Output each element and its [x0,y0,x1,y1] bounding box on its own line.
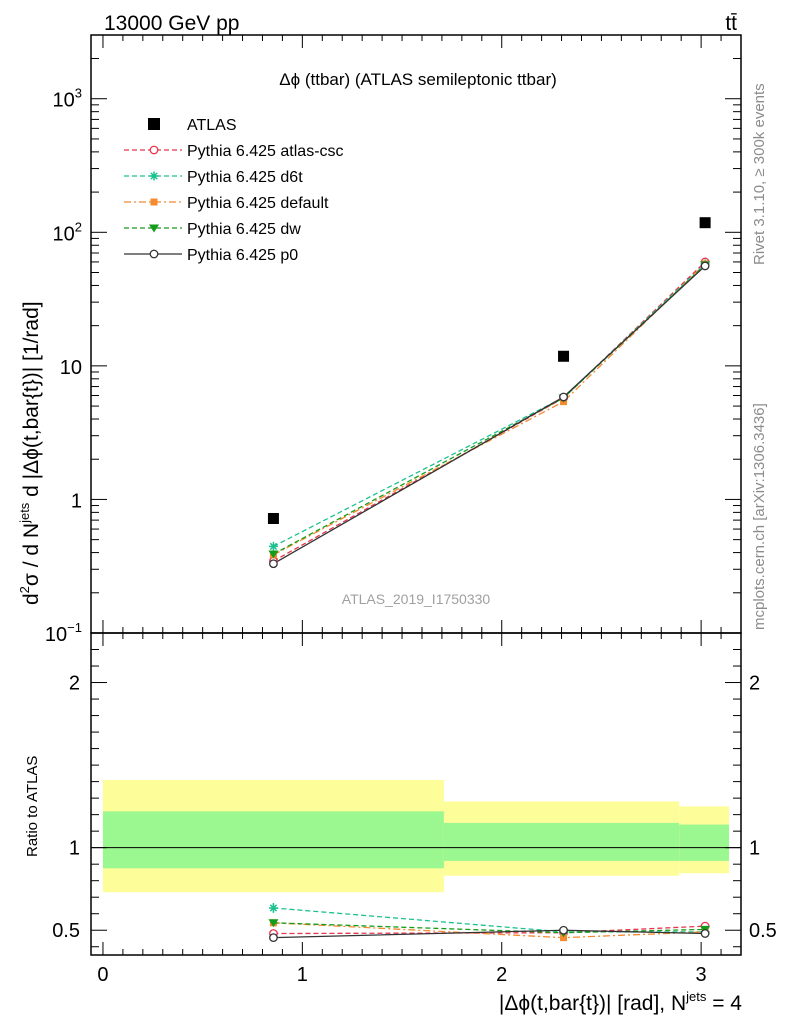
legend-marker [149,249,159,259]
mc-data-point [268,541,278,551]
mc-series-line [273,263,706,556]
main-plot-layer: 10−1 1 10 102 103 [45,34,742,646]
uncertainty-band-green [679,824,730,861]
mcplots-label: mcplots.cern.ch [arXiv:1306.3436] [751,403,768,630]
ratio-y-tick-label: 1 [69,838,80,860]
ratio-y-tick-label-right: 1 [749,838,760,860]
ratio-plot-frame [90,632,742,956]
mc-data-point [269,559,278,569]
mc-data-point [268,550,279,559]
y-tick-label: 103 [53,86,82,112]
uncertainty-band-green [102,811,444,869]
ratio-data-point [269,933,278,943]
legend-label: Pythia 6.425 default [187,195,329,212]
legend-marker-atlas [148,118,160,130]
mc-series-line [273,263,706,547]
mc-series-line [273,261,706,562]
legend-marker [150,198,158,206]
legend-marker [149,171,159,181]
process-label: tt̄ [725,12,737,35]
mc-series-line [273,264,706,555]
y-tick-label: 10 [60,357,82,379]
y-axis-title: d2σ / d Njets d |Δϕ(t,bar{t})| [1/rad] [17,301,43,605]
legend-label: Pythia 6.425 d6t [187,169,303,186]
atlas-data-point [558,350,570,362]
main-title: Δϕ (ttbar) (ATLAS semileptonic ttbar) [279,70,557,89]
y-tick-label: 102 [53,219,82,245]
ratio-series-line [273,907,706,933]
atlas-data-point [267,512,279,524]
legend-marker [149,224,159,233]
energy-label: 13000 GeV pp [104,12,239,35]
x-tick-label: 2 [496,964,507,986]
atlas-data-point [699,217,711,229]
legend-label-atlas: ATLAS [187,117,237,134]
ratio-data-point [268,903,278,913]
legend-label: Pythia 6.425 atlas-csc [187,143,344,160]
ratio-y-tick-label-right: 0.5 [749,920,777,942]
legend: ATLAS Pythia 6.425 atlas-csc Pythia 6.425 … [124,117,344,264]
legend-label: Pythia 6.425 p0 [187,247,298,264]
y-tick-label: 10−1 [45,620,82,646]
watermark-label: ATLAS_2019_I1750330 [342,591,491,607]
ratio-series-line [273,922,706,934]
legend-marker [149,145,159,155]
ratio-data-point [268,919,279,928]
uncertainty-band-green [443,822,680,861]
ratio-y-tick-label: 0.5 [52,920,80,942]
ratio-y-tick-label: 2 [69,673,80,695]
x-tick-label: 3 [696,964,707,986]
x-tick-label: 1 [297,964,308,986]
ratio-data-point [700,929,710,938]
ratio-data-point [560,934,568,942]
mc-data-point [559,392,568,402]
ratio-y-axis-title: Ratio to ATLAS [24,756,41,857]
legend-label: Pythia 6.425 dw [187,221,301,238]
rivet-label: Rivet 3.1.10, ≥ 300k events [751,83,768,265]
ratio-plot-layer: 0 1 2 3 0.5 0.5 1 1 2 2 [52,632,777,986]
mc-data-point [700,261,710,271]
x-tick-label: 0 [97,964,108,986]
x-axis-title: |Δϕ(t,bar{t})| [rad], Njets = 4 [499,989,742,1015]
ratio-data-point [559,925,568,935]
y-tick-label: 1 [71,490,82,512]
ratio-y-tick-label-right: 2 [749,673,760,695]
